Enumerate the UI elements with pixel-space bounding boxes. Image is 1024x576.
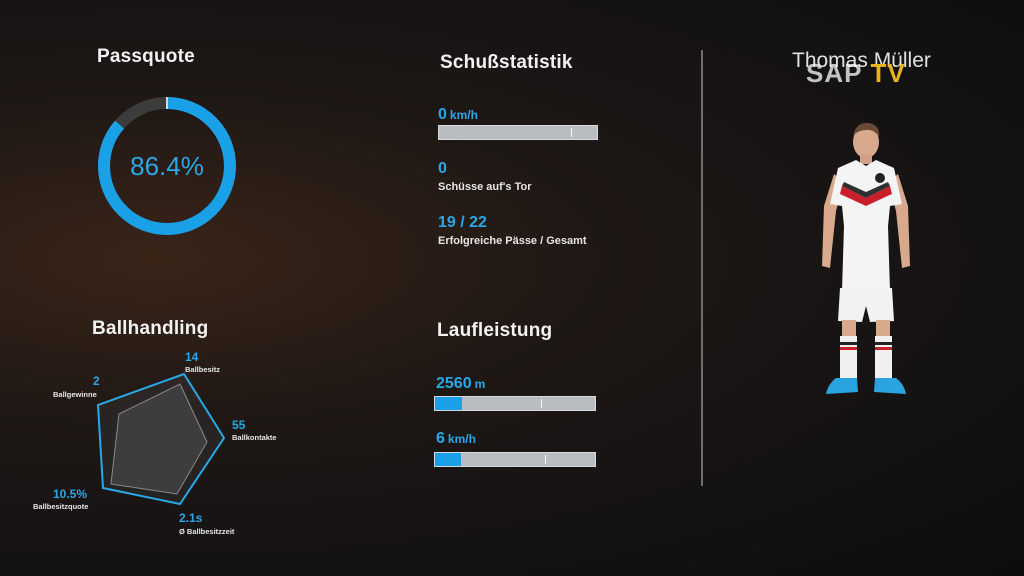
column-divider	[701, 50, 703, 486]
distance-value: 2560 m	[436, 375, 486, 392]
radar-besitzzeit-value: 2.1s	[179, 511, 203, 525]
player-name: Thomas Müller	[792, 49, 931, 72]
distance-bar-fill	[435, 397, 463, 410]
schuss-title: Schußstatistik	[440, 52, 573, 73]
run-speed-value: 6 km/h	[436, 430, 476, 447]
shots-on-goal-value: 0	[438, 160, 447, 177]
passquote-title: Passquote	[97, 46, 195, 67]
player-figure	[822, 122, 910, 394]
distance-bar	[434, 396, 596, 411]
radar-ballgewinne-label: Ballgewinne	[53, 390, 97, 399]
ballhandling-radar	[96, 372, 226, 506]
radar-ballkontakte-label: Ballkontakte	[232, 433, 277, 442]
sap-tv-logo: SAP TV	[806, 58, 906, 88]
radar-besitzquote-value: 10.5%	[53, 487, 88, 501]
shot-speed-bar	[438, 125, 598, 140]
lauf-title: Laufleistung	[437, 320, 553, 341]
passquote-value: 86.4%	[130, 151, 204, 181]
radar-ballgewinne-value: 2	[93, 374, 100, 388]
run-speed-bar-fill	[435, 453, 461, 466]
shots-on-goal-label: Schüsse auf's Tor	[438, 181, 532, 193]
passquote-ring	[98, 97, 236, 235]
run-speed-bar	[434, 452, 596, 467]
radar-ballkontakte-value: 55	[232, 418, 246, 432]
passes-value: 19 / 22	[438, 214, 487, 231]
radar-besitzquote-label: Ballbesitzquote	[33, 502, 89, 511]
radar-ballbesitz-label: Ballbesitz	[185, 365, 221, 374]
radar-besitzzeit-label: Ø Ballbesitzzeit	[179, 527, 235, 536]
shot-speed-value: 0 km/h	[438, 106, 478, 123]
ballhandling-title: Ballhandling	[92, 318, 209, 339]
passes-label: Erfolgreiche Pässe / Gesamt	[438, 235, 587, 247]
radar-ballbesitz-value: 14	[185, 350, 199, 364]
